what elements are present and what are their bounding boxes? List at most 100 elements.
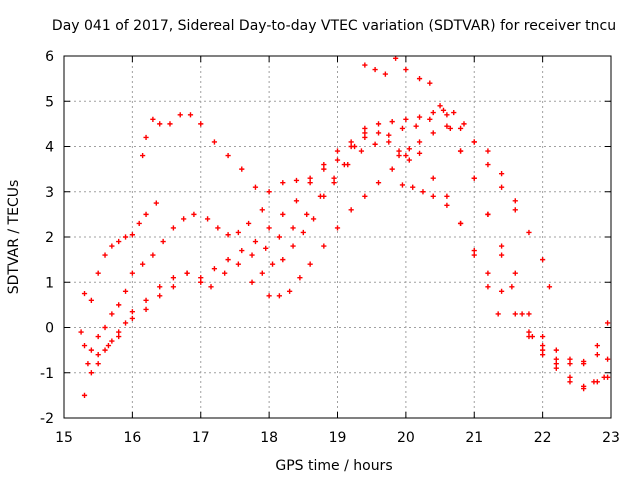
data-point xyxy=(85,361,91,367)
data-point xyxy=(389,119,395,125)
data-point xyxy=(540,347,546,353)
series-arc-5 xyxy=(85,107,553,367)
data-point xyxy=(396,148,402,154)
data-point xyxy=(461,121,467,127)
y-axis-label: SDTVAR / TECUs xyxy=(6,180,22,295)
y-tick-label: 2 xyxy=(45,230,54,246)
data-point xyxy=(509,284,515,290)
x-tick-label: 19 xyxy=(329,430,347,446)
series-arc-2 xyxy=(81,200,159,303)
data-point xyxy=(399,125,406,131)
x-tick-label: 21 xyxy=(465,430,483,446)
data-point xyxy=(150,252,156,258)
y-tick-label: 4 xyxy=(45,140,54,156)
data-point xyxy=(403,66,409,73)
data-point xyxy=(321,166,327,172)
data-point xyxy=(375,130,382,136)
x-tick-label: 16 xyxy=(123,430,141,446)
data-point xyxy=(140,261,146,267)
data-point xyxy=(372,66,378,73)
data-point xyxy=(499,184,505,190)
data-point xyxy=(170,275,176,281)
data-point xyxy=(136,220,142,227)
data-point xyxy=(403,116,409,122)
data-point xyxy=(143,211,149,217)
data-point xyxy=(440,107,447,113)
data-point xyxy=(102,324,108,331)
data-point xyxy=(341,162,347,168)
data-point xyxy=(567,356,573,362)
data-point xyxy=(78,329,84,335)
data-point xyxy=(526,311,532,317)
data-point xyxy=(280,211,286,217)
data-point xyxy=(109,338,115,344)
data-point xyxy=(351,143,358,150)
data-point xyxy=(471,139,477,145)
data-point xyxy=(604,356,611,362)
data-point xyxy=(276,234,282,240)
data-point xyxy=(485,148,491,154)
data-point xyxy=(157,284,163,290)
data-point xyxy=(406,146,412,152)
data-point xyxy=(290,225,296,231)
data-point xyxy=(321,243,327,249)
data-point xyxy=(211,139,218,145)
data-point xyxy=(499,243,505,249)
series-arc-6 xyxy=(249,125,368,285)
series-arc-9 xyxy=(399,182,611,367)
data-point xyxy=(444,112,450,118)
data-point xyxy=(416,114,423,120)
data-point xyxy=(348,207,354,213)
data-point xyxy=(519,311,525,317)
data-point xyxy=(386,139,392,145)
data-point xyxy=(393,55,399,61)
data-point xyxy=(157,121,163,127)
data-point xyxy=(129,315,135,322)
data-point xyxy=(362,193,368,199)
data-point xyxy=(499,252,505,258)
data-point xyxy=(259,270,265,276)
x-tick-label: 22 xyxy=(534,430,552,446)
data-point xyxy=(430,175,436,181)
data-point xyxy=(170,225,176,231)
data-point xyxy=(389,166,395,172)
data-point xyxy=(540,333,546,340)
data-point xyxy=(116,302,122,308)
data-point xyxy=(81,343,88,349)
data-point xyxy=(109,243,115,249)
data-point xyxy=(495,311,501,317)
data-point xyxy=(290,243,296,249)
data-point xyxy=(362,125,368,131)
data-point xyxy=(321,162,327,168)
data-point xyxy=(122,234,129,240)
data-point xyxy=(386,132,392,138)
data-point xyxy=(95,333,101,340)
data-point xyxy=(88,347,94,353)
data-point xyxy=(246,220,252,227)
data-point xyxy=(321,193,327,199)
data-point xyxy=(485,211,491,217)
data-point xyxy=(512,198,518,204)
data-point xyxy=(581,385,587,392)
data-point xyxy=(297,275,303,281)
data-point xyxy=(512,270,518,276)
data-point xyxy=(413,123,419,129)
data-point xyxy=(485,162,491,168)
data-point xyxy=(444,193,450,199)
data-point xyxy=(187,112,194,118)
data-point xyxy=(447,125,453,131)
data-point xyxy=(150,116,156,122)
data-point xyxy=(553,356,559,362)
data-point xyxy=(594,352,600,358)
data-point xyxy=(116,329,122,335)
y-tick-labels: -2 -1 0 1 2 3 4 5 6 xyxy=(40,49,54,427)
data-point xyxy=(225,232,231,238)
data-point xyxy=(420,189,426,195)
series-arc-3 xyxy=(78,207,265,353)
data-point xyxy=(140,152,146,159)
data-point xyxy=(129,270,135,276)
data-point xyxy=(485,270,491,276)
data-point xyxy=(416,76,423,82)
data-point xyxy=(512,311,518,317)
